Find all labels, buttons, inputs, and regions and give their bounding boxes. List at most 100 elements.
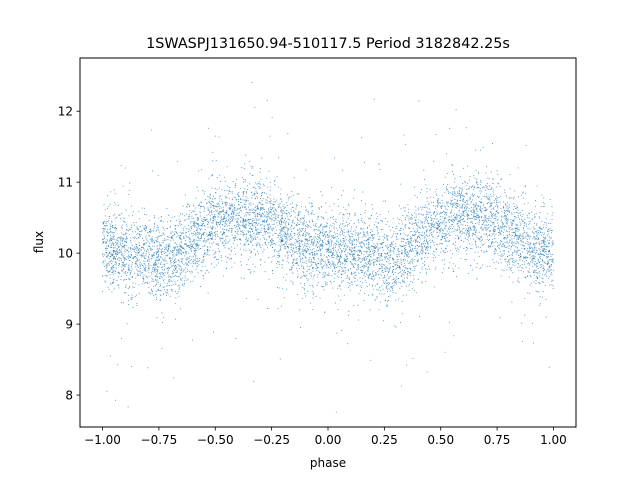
data-point — [157, 289, 159, 291]
data-point — [476, 263, 478, 265]
data-point — [487, 201, 490, 203]
data-point — [416, 245, 418, 247]
data-point — [156, 241, 158, 243]
data-point — [263, 221, 265, 223]
data-point — [151, 273, 153, 275]
data-point — [174, 231, 176, 233]
data-point — [450, 215, 452, 217]
data-point — [504, 245, 506, 247]
data-point — [175, 297, 177, 299]
data-point — [478, 231, 480, 233]
data-point — [321, 267, 323, 269]
data-point — [171, 250, 173, 252]
data-point — [340, 299, 342, 301]
data-point — [211, 222, 213, 224]
data-point — [378, 277, 381, 279]
data-point — [385, 256, 387, 258]
data-point — [452, 227, 454, 229]
data-point — [249, 210, 251, 212]
data-point — [340, 255, 342, 258]
data-point — [367, 274, 369, 276]
data-point — [190, 262, 192, 264]
data-point — [122, 242, 124, 244]
data-point — [282, 235, 284, 237]
data-point — [150, 249, 152, 251]
data-point — [549, 252, 551, 254]
data-point — [121, 240, 124, 242]
data-point — [282, 276, 284, 278]
data-point — [544, 222, 546, 224]
data-point — [460, 230, 462, 232]
data-point — [538, 291, 540, 293]
data-point — [317, 236, 319, 238]
data-point — [509, 211, 511, 213]
data-point — [169, 250, 171, 252]
data-point — [462, 167, 464, 169]
data-point — [345, 225, 347, 227]
data-point — [386, 285, 388, 287]
data-point — [312, 244, 315, 246]
data-point — [349, 261, 351, 263]
data-point — [384, 237, 386, 239]
data-point — [278, 253, 280, 255]
data-point — [457, 251, 459, 253]
data-point — [332, 222, 334, 224]
data-point — [482, 244, 484, 246]
data-point — [158, 226, 160, 228]
data-point — [237, 218, 239, 220]
data-point — [148, 286, 150, 288]
data-point — [388, 270, 391, 272]
data-point — [381, 267, 383, 269]
data-point — [372, 294, 374, 296]
data-point — [436, 195, 438, 197]
data-point — [129, 273, 131, 275]
data-point — [332, 263, 335, 265]
data-point — [245, 220, 247, 222]
data-point — [423, 206, 425, 208]
data-point — [270, 243, 272, 245]
data-point — [362, 258, 364, 260]
data-point — [369, 248, 371, 250]
data-point — [212, 160, 214, 162]
data-point — [353, 256, 355, 258]
data-point — [180, 240, 182, 242]
data-point — [533, 263, 535, 265]
data-point — [178, 251, 180, 254]
data-point — [530, 247, 532, 249]
data-point — [414, 206, 417, 208]
data-point — [216, 210, 218, 212]
data-point — [486, 186, 488, 188]
data-point — [265, 239, 267, 241]
data-point — [533, 243, 535, 245]
data-point — [111, 263, 113, 265]
data-point — [201, 265, 203, 267]
data-point — [183, 255, 185, 257]
data-point — [216, 203, 218, 205]
data-point — [226, 166, 228, 168]
data-point — [454, 229, 456, 231]
data-point — [471, 214, 473, 216]
data-point — [464, 196, 466, 198]
data-point — [212, 331, 215, 333]
data-point — [292, 253, 294, 255]
data-point — [126, 323, 128, 325]
data-point — [535, 247, 537, 249]
data-point — [263, 185, 265, 187]
data-point — [248, 224, 250, 226]
data-point — [194, 207, 196, 209]
data-point — [480, 201, 482, 203]
data-point — [106, 263, 108, 265]
data-point — [228, 193, 230, 195]
data-point — [517, 215, 519, 217]
data-point — [489, 198, 491, 200]
data-point — [218, 208, 221, 210]
data-point — [216, 209, 219, 211]
data-point — [412, 227, 414, 229]
data-point — [226, 201, 228, 203]
data-point — [442, 183, 445, 185]
data-point — [315, 253, 317, 255]
data-point — [184, 250, 186, 253]
data-point — [500, 258, 502, 260]
data-point — [189, 204, 191, 206]
data-point — [407, 253, 410, 255]
